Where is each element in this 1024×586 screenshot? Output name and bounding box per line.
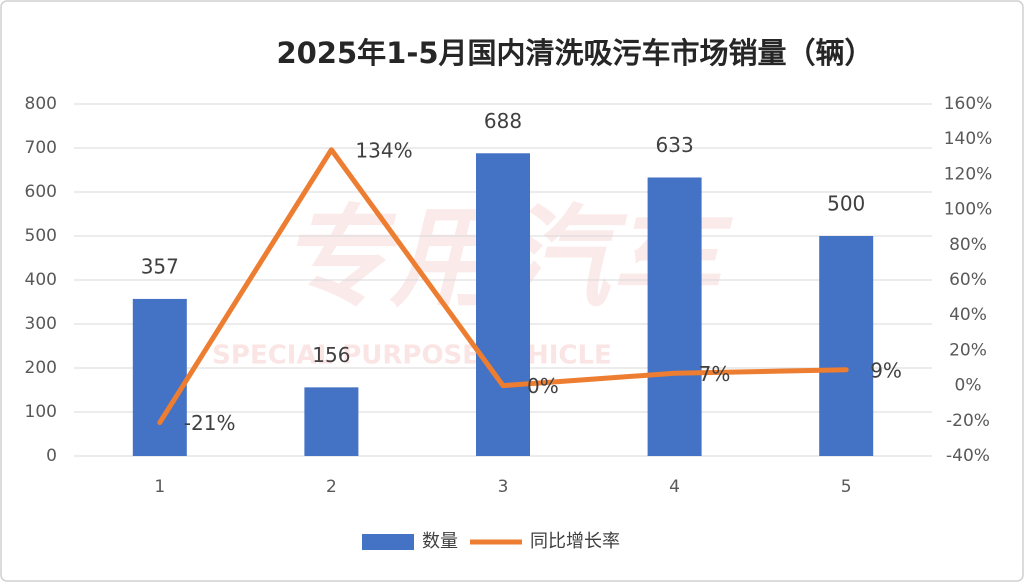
bar [819, 236, 874, 456]
line-value-label: -21% [184, 411, 236, 435]
y-tick-label: 0 [46, 446, 57, 466]
x-tick-label: 5 [841, 477, 852, 497]
bar [476, 153, 530, 456]
bar-value-label: 688 [484, 109, 522, 133]
y-tick-label: 300 [25, 314, 57, 334]
bar-value-label: 357 [141, 254, 179, 278]
line-value-label: 0% [527, 374, 559, 398]
line [157, 147, 849, 426]
y-tick-label: 200 [25, 358, 57, 378]
legend-label: 同比增长率 [530, 531, 620, 552]
x-tick-label: 2 [326, 477, 337, 497]
y2-tick-label: 20% [949, 340, 987, 360]
y-tick-label: 100 [25, 402, 57, 422]
line-value-label: 7% [699, 362, 731, 386]
bar [132, 298, 187, 456]
y2-tick-label: -20% [946, 411, 990, 431]
y-tick-label: 400 [25, 270, 57, 290]
y2-tick-label: 80% [949, 235, 987, 255]
x-tick-label: 1 [154, 477, 165, 497]
watermark: SPECIAL PURPOSE VEHICLE [212, 341, 612, 371]
y-tick-label: 700 [25, 138, 57, 158]
legend-label: 数量 [422, 531, 458, 552]
y2-tick-label: 160% [944, 94, 993, 114]
y2-tick-label: 40% [949, 305, 987, 325]
y-tick-label: 500 [25, 226, 57, 246]
y2-tick-label: 0% [955, 376, 982, 396]
y2-tick-label: 140% [944, 129, 993, 149]
x-tick-label: 3 [498, 477, 509, 497]
line-value-label: 134% [355, 138, 412, 162]
bar-value-label: 633 [656, 133, 694, 157]
y-tick-label: 600 [25, 182, 57, 202]
x-tick-label: 4 [669, 477, 680, 497]
bar [647, 177, 702, 457]
y2-tick-label: 100% [944, 200, 993, 220]
bar [304, 387, 359, 456]
y2-tick-label: -40% [946, 446, 990, 466]
y2-tick-label: 120% [944, 164, 993, 184]
chart-title: 2025年1-5月国内清洗吸污车市场销量（辆） [276, 36, 873, 70]
line-value-label: 9% [870, 358, 902, 382]
y-tick-label: 800 [25, 94, 57, 114]
y2-tick-label: 60% [949, 270, 987, 290]
legend-swatch [362, 534, 414, 550]
bar-value-label: 500 [827, 192, 865, 216]
bar-value-label: 156 [312, 343, 350, 367]
